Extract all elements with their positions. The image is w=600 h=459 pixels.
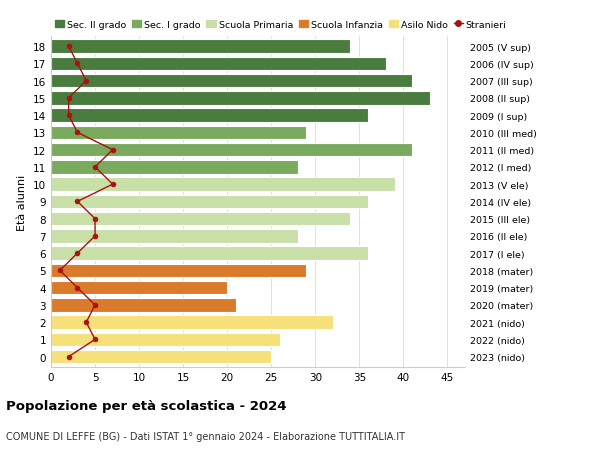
Y-axis label: Età alunni: Età alunni	[17, 174, 28, 230]
Legend: Sec. II grado, Sec. I grado, Scuola Primaria, Scuola Infanzia, Asilo Nido, Stran: Sec. II grado, Sec. I grado, Scuola Prim…	[51, 17, 511, 34]
Bar	[51, 316, 333, 329]
Bar	[51, 57, 386, 71]
Bar	[51, 213, 350, 226]
Bar	[51, 350, 271, 364]
Text: COMUNE DI LEFFE (BG) - Dati ISTAT 1° gennaio 2024 - Elaborazione TUTTITALIA.IT: COMUNE DI LEFFE (BG) - Dati ISTAT 1° gen…	[6, 431, 405, 442]
Bar	[51, 109, 368, 123]
Bar	[51, 333, 280, 347]
Bar	[51, 178, 395, 191]
Bar	[51, 264, 307, 278]
Bar	[51, 75, 412, 88]
Bar	[51, 195, 368, 209]
Bar	[51, 230, 298, 243]
Bar	[51, 126, 307, 140]
Bar	[51, 40, 350, 54]
Bar	[51, 92, 430, 106]
Bar	[51, 298, 236, 312]
Bar	[51, 161, 298, 174]
Text: Popolazione per età scolastica - 2024: Popolazione per età scolastica - 2024	[6, 399, 287, 412]
Bar	[51, 281, 227, 295]
Bar	[51, 144, 412, 157]
Bar	[51, 247, 368, 260]
